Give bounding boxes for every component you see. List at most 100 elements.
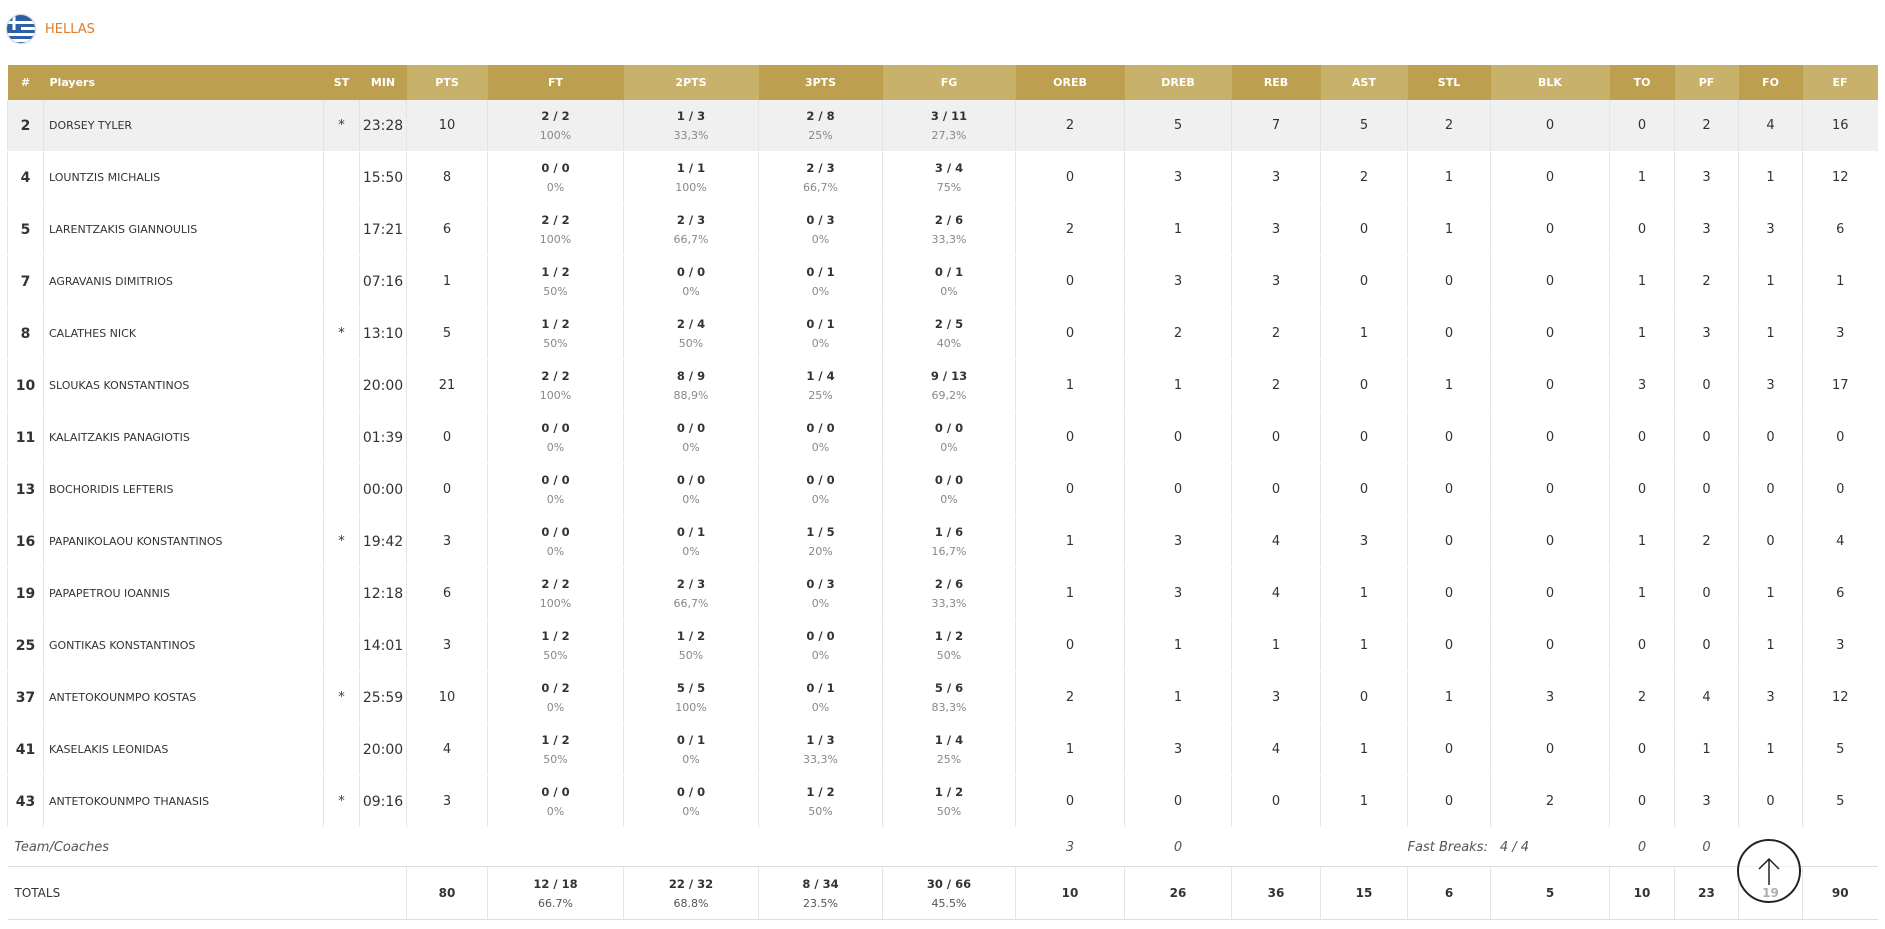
cell: [1232, 828, 1321, 867]
cell: [1321, 828, 1408, 867]
cell: 1: [1015, 723, 1125, 776]
shot-percentage: 45.5%: [931, 896, 967, 910]
cell: 2: [1015, 671, 1125, 724]
cell: 3: [1490, 671, 1610, 724]
cell: 14:01: [359, 619, 407, 672]
cell: 0: [1320, 411, 1408, 464]
cell: 3 / 11 27,3%: [882, 100, 1016, 152]
player-row: 43 ANTETOKOUNMPO THANASIS * 09:16 3 0 / 0 0% 0 …: [7, 775, 1878, 828]
cell: 5: [1124, 100, 1232, 152]
cell: 0: [1320, 203, 1408, 256]
cell: 4: [1674, 671, 1739, 724]
cell: 0: [1490, 619, 1610, 672]
cell: 2 / 3 66,7%: [758, 151, 883, 204]
shot-percentage: 0%: [811, 597, 830, 610]
shot-made-attempted: 0 / 0: [541, 421, 570, 435]
cell: 12: [1802, 671, 1878, 724]
shot-made-attempted: 0 / 0: [676, 421, 706, 435]
cell: 1: [1124, 671, 1232, 724]
cell: 0: [1407, 307, 1491, 360]
shot-percentage: 66.7%: [538, 896, 573, 910]
cell: 19:42: [359, 515, 407, 568]
shot-made-attempted: 3 / 4: [934, 161, 964, 175]
cell: 0: [1609, 463, 1675, 516]
cell: 1: [1231, 619, 1321, 672]
shot-percentage: 75%: [936, 181, 962, 194]
cell: 1: [1015, 567, 1125, 620]
cell: 3: [1738, 359, 1803, 412]
shot-made-attempted: 0 / 1: [676, 733, 706, 747]
cell: 4: [1738, 100, 1803, 152]
cell: 90: [1802, 866, 1878, 920]
cell: 3: [1231, 203, 1321, 256]
cell: KALAITZAKIS PANAGIOTIS: [43, 411, 324, 464]
cell: 3: [1802, 307, 1878, 360]
cell: 7: [7, 255, 44, 308]
cell: 0: [1490, 411, 1610, 464]
cell: 0: [1490, 359, 1610, 412]
cell: 0 / 0 0%: [758, 619, 883, 672]
cell: 8: [7, 307, 44, 360]
shot-percentage: 0%: [682, 285, 700, 298]
shot-made-attempted: 0 / 1: [806, 265, 835, 279]
cell: 19: [7, 567, 44, 620]
cell: LARENTZAKIS GIANNOULIS: [43, 203, 324, 256]
cell: 13: [7, 463, 44, 516]
cell: 0 / 1 0%: [623, 723, 759, 776]
cell: 3: [1738, 671, 1803, 724]
cell: 2 / 4 50%: [623, 307, 759, 360]
column-header: 2PTS: [623, 65, 759, 100]
shot-percentage: 50%: [936, 805, 962, 818]
column-header: FO: [1738, 65, 1803, 100]
cell: *: [323, 775, 360, 828]
cell: 0: [1609, 723, 1675, 776]
cell: 2: [1490, 775, 1610, 828]
cell: 3: [406, 619, 488, 672]
cell: 6: [1802, 567, 1878, 620]
shot-percentage: 0%: [811, 493, 830, 506]
shot-made-attempted: 1 / 3: [806, 733, 835, 747]
cell: 1 / 5 20%: [758, 515, 883, 568]
column-header: FG: [882, 65, 1016, 100]
cell: 3: [1124, 567, 1232, 620]
cell: [323, 567, 360, 620]
cell: 0: [1490, 515, 1610, 568]
cell: 1 / 2 50%: [623, 619, 759, 672]
cell: 0: [1490, 463, 1610, 516]
shot-percentage: 0%: [546, 181, 565, 194]
cell: 1 / 3 33,3%: [623, 100, 759, 152]
cell: 10: [406, 671, 488, 724]
cell: 1: [1124, 619, 1232, 672]
shot-percentage: 0%: [682, 545, 700, 558]
player-row: 2 DORSEY TYLER * 23:28 10 2 / 2 100% 1 / 3 33,3%…: [7, 100, 1878, 152]
scroll-top-button[interactable]: [1737, 839, 1801, 903]
cell: 0: [1738, 411, 1803, 464]
team-header: HELLAS: [7, 14, 95, 44]
cell: 2: [1231, 359, 1321, 412]
cell: 1 / 2 50%: [882, 775, 1016, 828]
cell: 1: [1609, 515, 1675, 568]
cell: [323, 463, 360, 516]
cell: ANTETOKOUNMPO KOSTAS: [43, 671, 324, 724]
cell: 8 / 9 88,9%: [623, 359, 759, 412]
shot-made-attempted: 1 / 2: [934, 629, 964, 643]
shot-percentage: 66,7%: [673, 233, 709, 246]
cell: 3: [1231, 671, 1321, 724]
shot-percentage: 50%: [808, 805, 833, 818]
cell: 2: [7, 100, 44, 152]
cell: 1: [1407, 359, 1491, 412]
cell: 1: [1738, 723, 1803, 776]
fast-breaks: Fast Breaks: 4 / 4: [1408, 828, 1610, 867]
cell: 07:16: [359, 255, 407, 308]
cell: 5: [7, 203, 44, 256]
cell: 16: [1802, 100, 1878, 152]
cell: 6: [406, 203, 488, 256]
cell: 0: [1637, 839, 1647, 855]
shot-percentage: 40%: [936, 337, 962, 350]
cell: 0 / 0 0%: [487, 411, 624, 464]
cell: 0 / 0 0%: [487, 151, 624, 204]
cell: 1 / 2 50%: [758, 775, 883, 828]
cell: 26: [1124, 866, 1232, 920]
shot-made-attempted: 1 / 2: [676, 629, 706, 643]
shot-made-attempted: 30 / 66: [926, 876, 972, 891]
